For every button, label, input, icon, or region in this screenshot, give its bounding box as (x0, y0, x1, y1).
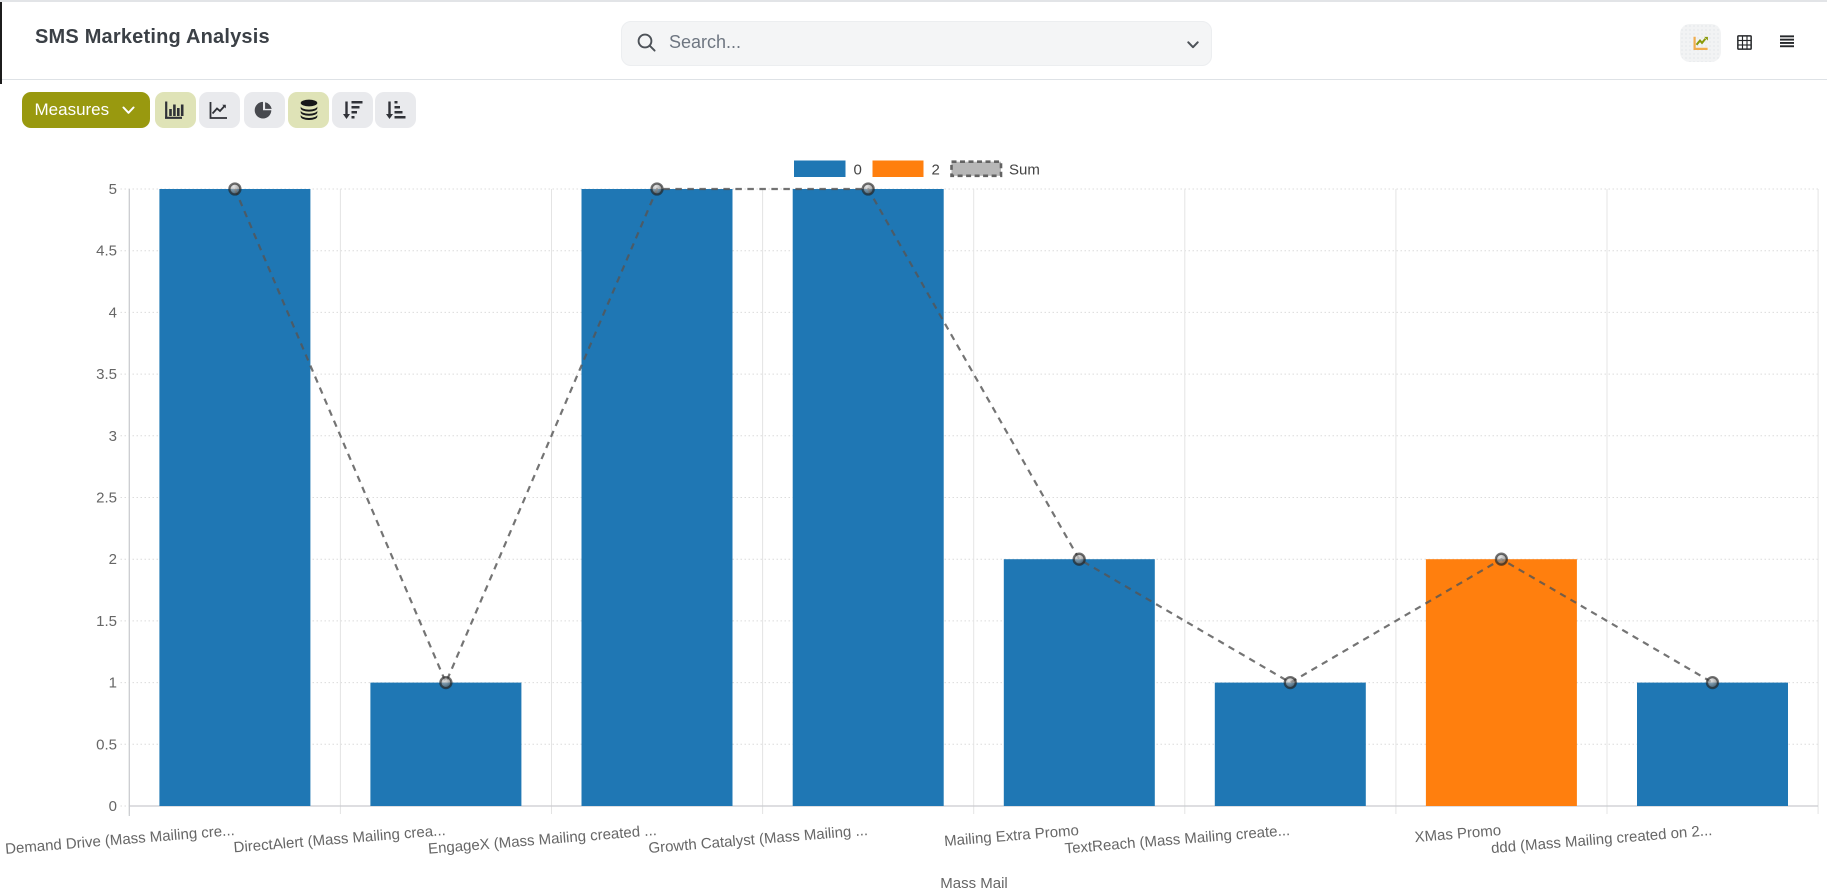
svg-text:5: 5 (109, 181, 117, 198)
svg-text:Demand Drive (Mass Mailing cre: Demand Drive (Mass Mailing cre... (5, 822, 236, 858)
svg-text:4.5: 4.5 (96, 243, 117, 260)
svg-text:ddd (Mass Mailing created on 2: ddd (Mass Mailing created on 2... (1490, 822, 1712, 857)
svg-text:0: 0 (854, 162, 862, 179)
svg-text:Sum: Sum (1009, 162, 1040, 179)
svg-text:3: 3 (109, 428, 117, 445)
svg-text:0.5: 0.5 (96, 736, 117, 753)
svg-text:3.5: 3.5 (96, 366, 117, 383)
svg-text:2: 2 (109, 551, 117, 568)
svg-text:2: 2 (932, 162, 940, 179)
svg-text:1.5: 1.5 (96, 613, 117, 630)
svg-text:1: 1 (109, 675, 117, 692)
svg-text:Growth Catalyst (Mass Mailing: Growth Catalyst (Mass Mailing ... (648, 822, 869, 857)
svg-text:DirectAlert (Mass Mailing crea: DirectAlert (Mass Mailing crea... (233, 822, 446, 856)
svg-text:TextReach (Mass Mailing create: TextReach (Mass Mailing create... (1064, 822, 1291, 857)
svg-text:4: 4 (109, 304, 117, 321)
svg-text:Mass Mail: Mass Mail (940, 875, 1008, 892)
svg-text:2.5: 2.5 (96, 490, 117, 507)
svg-text:Mailing Extra Promo: Mailing Extra Promo (944, 822, 1080, 850)
svg-text:EngageX (Mass Mailing created: EngageX (Mass Mailing created ... (427, 822, 657, 858)
svg-text:XMas Promo: XMas Promo (1414, 822, 1502, 846)
svg-text:0: 0 (109, 798, 117, 815)
